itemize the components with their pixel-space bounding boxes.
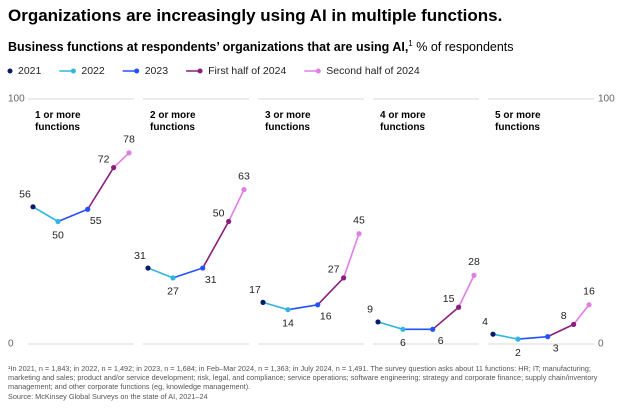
point <box>490 331 496 337</box>
segment <box>492 333 519 340</box>
unit: % of respondents <box>416 40 514 55</box>
point <box>200 265 206 271</box>
segment <box>432 306 460 330</box>
chart-title: Organizations are increasingly using AI … <box>8 6 503 25</box>
value-label: 2 <box>515 347 521 359</box>
segment <box>457 275 475 308</box>
segment <box>317 277 345 306</box>
point <box>545 334 551 340</box>
segment <box>287 304 318 311</box>
value-label: 6 <box>400 337 406 349</box>
legend-label: First half of 2024 <box>208 65 286 77</box>
point <box>375 319 381 325</box>
value-label: 16 <box>320 311 332 323</box>
panel-label: 1 or more functions <box>35 110 81 133</box>
point <box>111 165 117 171</box>
legend-dot <box>7 68 13 74</box>
value-label: 31 <box>205 274 217 286</box>
legend-dot <box>197 68 203 74</box>
point <box>456 304 462 310</box>
point <box>356 231 362 237</box>
point <box>430 326 436 332</box>
value-label: 55 <box>90 215 102 227</box>
legend-label: 2022 <box>81 65 105 77</box>
segment <box>87 167 115 210</box>
y-tick-label: 0 <box>8 339 14 350</box>
value-label: 50 <box>213 207 225 219</box>
subtitle: Business functions at respondents’ organ… <box>8 40 409 55</box>
value-label: 50 <box>52 229 64 241</box>
value-label: 27 <box>167 286 179 298</box>
value-label: 6 <box>438 335 444 347</box>
value-label: 14 <box>282 317 294 329</box>
point <box>85 206 91 212</box>
segment <box>32 206 59 223</box>
y-tick-label: 0 <box>598 339 604 350</box>
y-tick-label: 100 <box>8 94 25 105</box>
subtitle-row: Business functions at respondents’ organ… <box>8 39 514 54</box>
point <box>241 187 247 193</box>
segment <box>113 152 130 169</box>
value-label: 15 <box>443 293 455 305</box>
point <box>226 218 232 225</box>
chart: 2021 2022 2023 First half of 2024 Second hal… <box>7 65 615 359</box>
segment <box>547 323 574 338</box>
legend-label: 2023 <box>145 65 169 77</box>
point <box>285 307 291 313</box>
segment <box>172 267 203 279</box>
point <box>586 302 592 308</box>
value-label: 28 <box>468 256 480 268</box>
footnote: ¹In 2021, n = 1,843; in 2022, n = 1,492;… <box>8 364 598 392</box>
point <box>515 336 521 342</box>
segment <box>342 233 360 279</box>
value-label: 3 <box>553 342 559 354</box>
segment <box>573 304 590 325</box>
point <box>315 302 321 308</box>
segment <box>262 301 289 311</box>
value-label: 8 <box>561 310 567 322</box>
value-label: 31 <box>134 250 146 262</box>
point <box>260 299 266 305</box>
panel-label: 4 or more functions <box>380 110 426 133</box>
segment <box>147 267 174 279</box>
panel-label: 2 or more functions <box>150 110 196 133</box>
y-tick-label: 100 <box>598 94 615 105</box>
point <box>170 275 176 281</box>
value-label: 16 <box>583 286 595 298</box>
value-label: 45 <box>353 215 365 227</box>
notes: ¹In 2021, n = 1,843; in 2022, n = 1,492;… <box>8 364 614 401</box>
point <box>30 204 36 210</box>
value-label: 4 <box>482 316 488 328</box>
legend-label: 2021 <box>18 65 42 77</box>
segment <box>377 321 404 331</box>
segment <box>517 335 548 340</box>
segment <box>202 221 230 269</box>
value-label: 17 <box>249 284 261 296</box>
segment <box>57 208 89 223</box>
source: Source: McKinsey Global Surveys on the s… <box>8 391 208 401</box>
legend-dot <box>315 68 321 74</box>
point <box>126 150 132 156</box>
value-label: 63 <box>238 170 250 182</box>
point <box>145 265 151 271</box>
point <box>571 321 577 327</box>
footnote-marker: 1 <box>408 39 413 48</box>
point <box>341 275 347 281</box>
panel-label: 5 or more functions <box>495 110 541 133</box>
segment <box>227 189 245 222</box>
panel-label: 3 or more functions <box>265 110 311 133</box>
value-label: 78 <box>123 134 135 146</box>
value-label: 72 <box>98 153 110 165</box>
legend-dot <box>134 68 140 74</box>
value-label: 27 <box>328 264 340 276</box>
value-label: 9 <box>367 304 373 316</box>
value-label: 56 <box>19 189 31 201</box>
legend-label: Second half of 2024 <box>326 65 420 77</box>
point <box>55 218 61 225</box>
point <box>471 272 477 278</box>
point <box>400 326 406 332</box>
legend-dot <box>70 68 76 74</box>
